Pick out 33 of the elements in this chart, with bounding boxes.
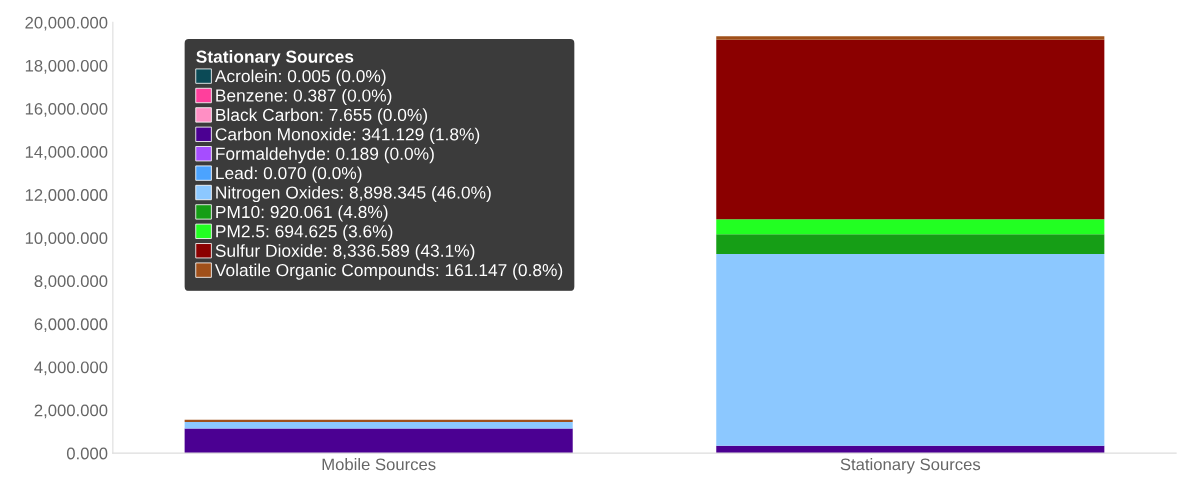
bar — [184, 421, 573, 429]
legend-title: Stationary Sources — [196, 50, 354, 67]
bar — [716, 219, 1105, 235]
y-tick-label: 18,000.000 — [25, 59, 108, 74]
legend-label: Lead: 0.070 (0.0%) — [216, 166, 362, 183]
legend-label: Black Carbon: 7.655 (0.0%) — [216, 108, 428, 125]
bar — [184, 419, 573, 422]
x-tick-label: Mobile Sources — [322, 458, 436, 471]
y-tick-label: 2,000.000 — [34, 404, 108, 419]
legend-label: Carbon Monoxide: 341.129 (1.8%) — [215, 127, 480, 144]
y-tick-label: 16,000.000 — [25, 102, 108, 117]
legend-label: Benzene: 0.387 (0.0%) — [216, 88, 392, 106]
y-tick-label: 8,000.000 — [34, 275, 108, 290]
legend-label: Sulfur Dioxide: 8,336.589 (43.1%) — [215, 244, 475, 261]
legend-label: PM2.5: 694.625 (3.6%) — [216, 224, 393, 241]
bar — [716, 445, 1105, 454]
y-tick-label: 14,000.000 — [25, 146, 108, 160]
legend-label: Volatile Organic Compounds: 161.147 (0.8%) — [214, 263, 563, 280]
bar — [716, 36, 1105, 40]
bar — [716, 39, 1105, 220]
y-tick-label: 20,000.000 — [25, 16, 108, 31]
bar — [716, 254, 1105, 446]
legend-label: Acrolein: 0.005 (0.0%) — [214, 69, 386, 86]
y-tick-label: 12,000.000 — [25, 189, 108, 203]
legend-label: PM10: 920.061 (4.8%) — [216, 205, 388, 222]
y-tick-label: 4,000.000 — [34, 361, 108, 376]
legend-label: Nitrogen Oxides: 8,898.345 (46.0%) — [216, 185, 491, 203]
bar — [184, 428, 573, 454]
y-tick-label: 10,000.000 — [25, 232, 108, 246]
bar — [716, 234, 1105, 254]
y-tick-label: 0.000 — [66, 447, 108, 460]
y-tick-label: 6,000.000 — [34, 318, 108, 333]
legend-label: Formaldehyde: 0.189 (0.0%) — [216, 147, 434, 164]
